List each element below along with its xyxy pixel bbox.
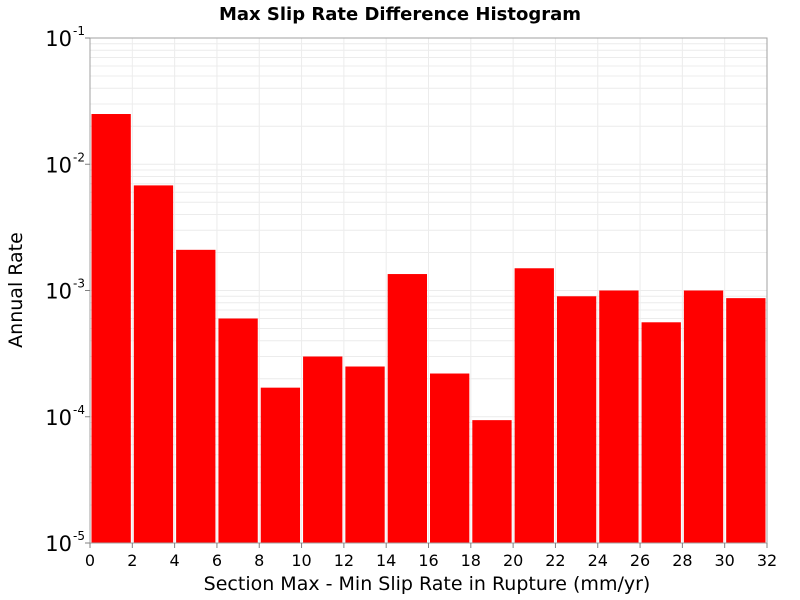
chart-title: Max Slip Rate Difference Histogram: [219, 4, 581, 25]
x-tick-label: 12: [334, 551, 354, 570]
y-tick-label-base: 10: [45, 406, 72, 430]
histogram-bar: [303, 356, 343, 543]
y-tick-label-base: 10: [45, 532, 72, 556]
y-tick-label-exponent: -1: [73, 24, 85, 38]
x-tick-label: 0: [85, 551, 95, 570]
x-tick-label: 6: [212, 551, 222, 570]
x-tick-label: 18: [461, 551, 481, 570]
x-tick-label: 24: [588, 551, 608, 570]
x-tick-label: 2: [127, 551, 137, 570]
y-axis-label: Annual Rate: [5, 232, 27, 348]
histogram-bar: [430, 373, 470, 543]
x-tick-label: 14: [376, 551, 396, 570]
histogram-bar: [599, 290, 639, 543]
x-tick-label: 22: [545, 551, 565, 570]
histogram-bar: [641, 322, 681, 543]
y-axis-ticks: 10-510-410-310-210-1: [45, 24, 90, 556]
histogram-bar: [176, 249, 216, 543]
x-axis-label: Section Max - Min Slip Rate in Rupture (…: [204, 573, 651, 595]
x-tick-label: 26: [630, 551, 650, 570]
histogram-bar: [472, 420, 512, 543]
y-tick-label-exponent: -4: [73, 403, 85, 417]
histogram-bar: [387, 274, 427, 543]
y-tick-label-base: 10: [45, 153, 72, 177]
histogram-bar: [260, 387, 301, 543]
histogram-bar: [133, 185, 174, 543]
y-tick-label-base: 10: [45, 280, 72, 304]
y-tick-label-exponent: -2: [73, 150, 85, 164]
histogram-bar: [345, 366, 385, 543]
y-tick-label-base: 10: [45, 27, 72, 51]
histogram-bar: [218, 318, 258, 543]
x-tick-label: 32: [757, 551, 777, 570]
y-tick-label-exponent: -3: [73, 277, 85, 291]
histogram-bar: [683, 290, 724, 543]
x-tick-label: 20: [503, 551, 523, 570]
x-tick-label: 8: [254, 551, 264, 570]
bars-group: [91, 114, 766, 543]
x-tick-label: 28: [672, 551, 692, 570]
y-tick-label-exponent: -5: [73, 529, 85, 543]
x-tick-label: 16: [418, 551, 438, 570]
histogram-bar: [91, 114, 131, 543]
x-axis-ticks: 0 2 4 6 8 10 12 14 16 18 20 22 24 26 28 30 32: [85, 543, 777, 570]
x-tick-label: 4: [170, 551, 180, 570]
histogram-bar: [514, 268, 554, 543]
x-tick-label: 10: [291, 551, 311, 570]
histogram-bar: [726, 298, 766, 543]
x-tick-label: 30: [715, 551, 735, 570]
histogram-bar: [556, 296, 597, 543]
